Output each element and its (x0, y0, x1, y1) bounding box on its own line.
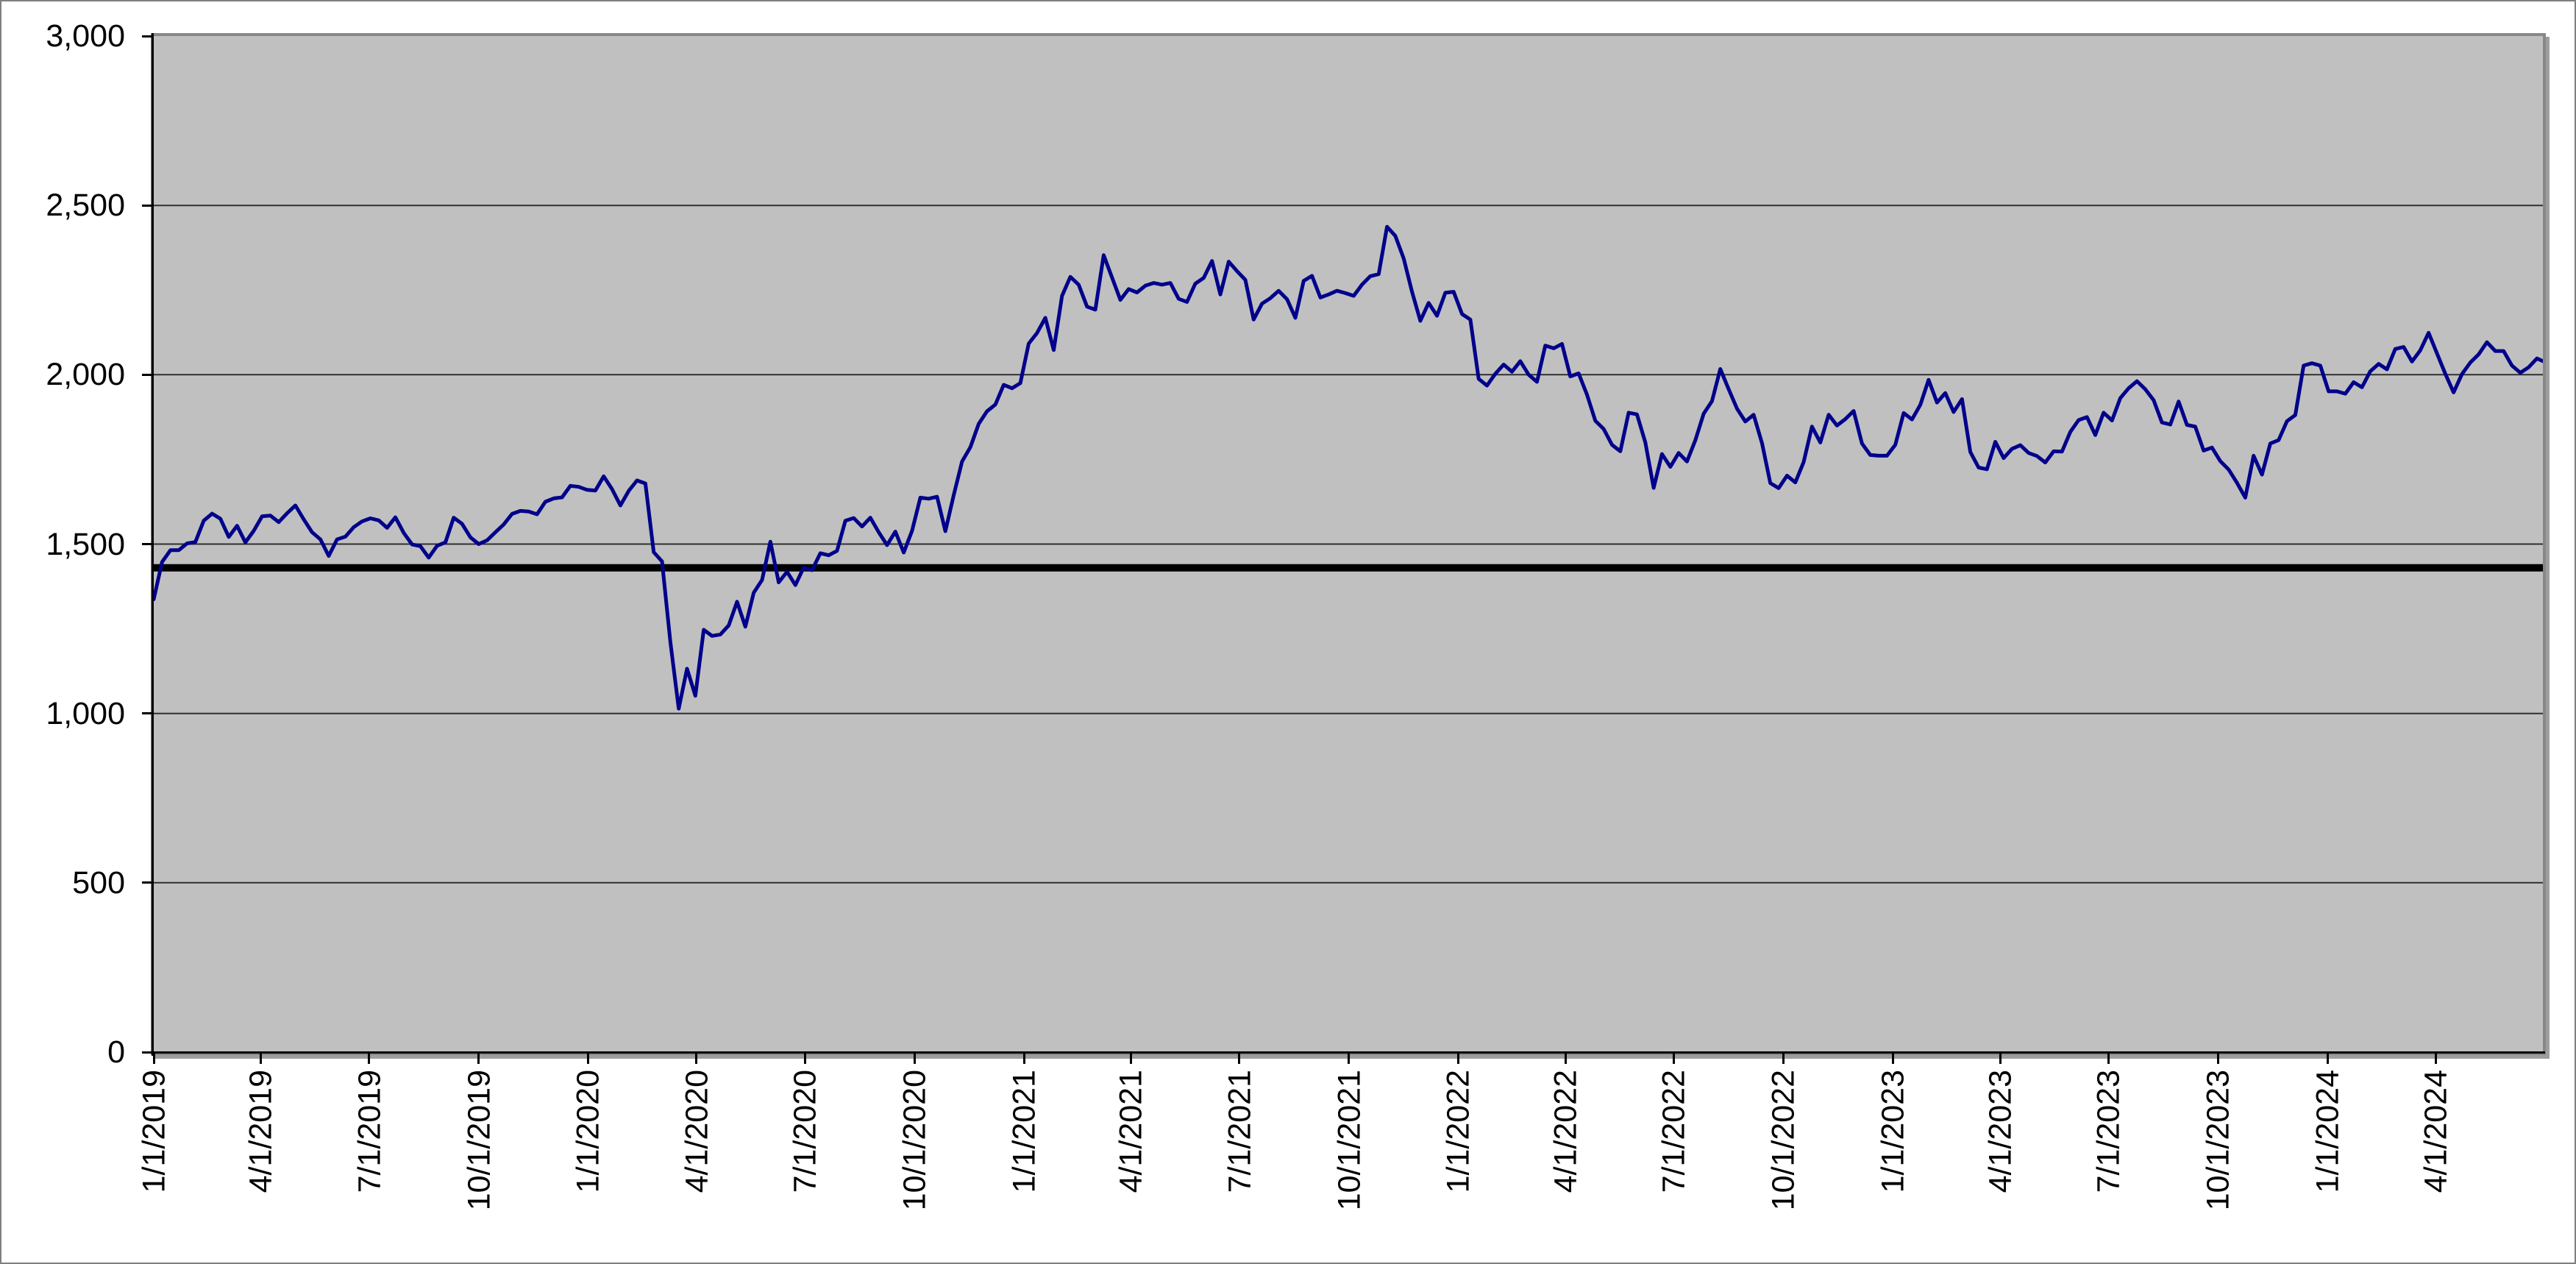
series-line (154, 224, 2543, 711)
x-tick-label-text: 1/1/2023 (1875, 1070, 1911, 1193)
x-axis-tick (1348, 1054, 1351, 1064)
x-tick-label-text: 10/1/2023 (2200, 1070, 2236, 1211)
x-axis-tick (1999, 1054, 2002, 1064)
x-axis (152, 1051, 2545, 1054)
x-axis-tick (587, 1054, 590, 1064)
x-axis-tick (1457, 1054, 1460, 1064)
x-tick-label-text: 7/1/2023 (2091, 1070, 2127, 1193)
y-tick-label: 2,000 (46, 357, 125, 393)
x-tick-label-text: 4/1/2024 (2418, 1070, 2454, 1193)
x-axis-tick (695, 1054, 698, 1064)
x-tick-label-text: 4/1/2020 (678, 1070, 714, 1193)
x-axis-tick (1673, 1054, 1676, 1064)
y-tick-label: 0 (107, 1034, 125, 1070)
x-axis-tick (477, 1054, 480, 1064)
y-axis-tick (142, 712, 152, 715)
x-tick-label-text: 4/1/2022 (1548, 1070, 1584, 1193)
y-axis-tick (142, 881, 152, 884)
x-tick-label-text: 10/1/2022 (1765, 1070, 1801, 1211)
x-axis-tick (2107, 1054, 2110, 1064)
y-axis-tick (142, 35, 152, 38)
y-axis-tick (142, 204, 152, 207)
y-tick-label: 1,500 (46, 526, 125, 562)
x-axis-tick (260, 1054, 263, 1064)
x-tick-label-text: 4/1/2023 (1982, 1070, 2018, 1193)
x-axis-tick (1891, 1054, 1894, 1064)
x-tick-label-text: 10/1/2020 (897, 1070, 933, 1211)
x-axis-tick (1238, 1054, 1241, 1064)
y-tick-label: 1,000 (46, 695, 125, 731)
x-axis-tick (1782, 1054, 1785, 1064)
x-axis-tick (2434, 1054, 2437, 1064)
x-tick-label-text: 4/1/2021 (1113, 1070, 1149, 1193)
x-axis-tick (1022, 1054, 1025, 1064)
y-tick-label: 500 (72, 864, 125, 901)
x-tick-label-text: 1/1/2022 (1440, 1070, 1476, 1193)
x-axis-tick (803, 1054, 806, 1064)
x-axis-tick (2326, 1054, 2329, 1064)
x-tick-label-text: 1/1/2024 (2310, 1070, 2346, 1193)
plot-area (151, 33, 2546, 1055)
plot-graphics (154, 205, 2543, 884)
x-tick-label-text: 1/1/2020 (570, 1070, 606, 1193)
x-tick-label-text: 7/1/2019 (351, 1070, 387, 1193)
x-tick-label-text: 1/1/2019 (136, 1070, 171, 1193)
x-axis-tick (368, 1054, 371, 1064)
x-axis-tick (2216, 1054, 2219, 1064)
x-axis-tick (152, 1054, 155, 1064)
y-axis-tick (142, 373, 152, 376)
x-tick-label-text: 4/1/2019 (243, 1070, 279, 1193)
y-axis (152, 33, 154, 1056)
x-tick-label-text: 1/1/2021 (1006, 1070, 1042, 1193)
x-tick-label-text: 10/1/2019 (460, 1070, 497, 1211)
x-tick-label-text: 7/1/2022 (1656, 1070, 1692, 1193)
y-tick-label: 3,000 (46, 18, 125, 54)
x-tick-label-text: 10/1/2021 (1331, 1070, 1367, 1211)
x-axis-tick (913, 1054, 916, 1064)
y-tick-label: 2,500 (46, 188, 125, 224)
y-axis-tick (142, 1051, 152, 1054)
y-axis-tick (142, 543, 152, 545)
x-axis-tick (1130, 1054, 1133, 1064)
x-tick-label-text: 7/1/2021 (1221, 1070, 1257, 1193)
x-axis-tick (1564, 1054, 1567, 1064)
x-tick-label-text: 7/1/2020 (787, 1070, 823, 1193)
